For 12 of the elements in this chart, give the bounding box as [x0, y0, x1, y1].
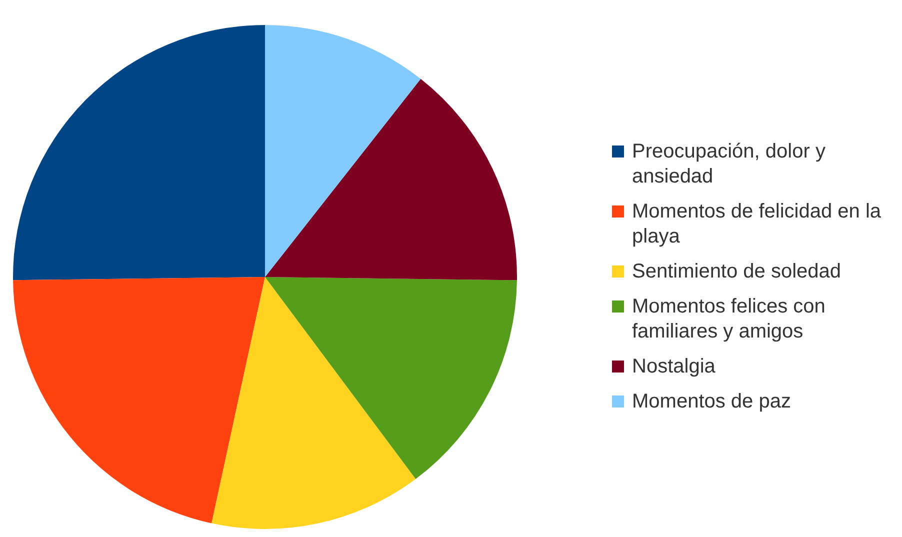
- pie-slice: [265, 78, 517, 280]
- legend-label: Momentos de paz: [632, 390, 791, 412]
- legend-label: Momentos felices con familiares y amigos: [632, 296, 826, 342]
- pie-slice: [13, 25, 265, 280]
- legend-label: Preocupación, dolor y ansiedad: [632, 140, 826, 188]
- legend-label: Sentimiento de soledad: [632, 260, 842, 282]
- pie-slice: [265, 25, 421, 277]
- pie-slice: [265, 277, 517, 479]
- legend-label: Momentos de felicidad en la playa: [632, 200, 882, 248]
- pie-slice: [212, 277, 416, 529]
- legend-label: Nostalgia: [632, 356, 716, 378]
- pie-slice: [13, 277, 265, 524]
